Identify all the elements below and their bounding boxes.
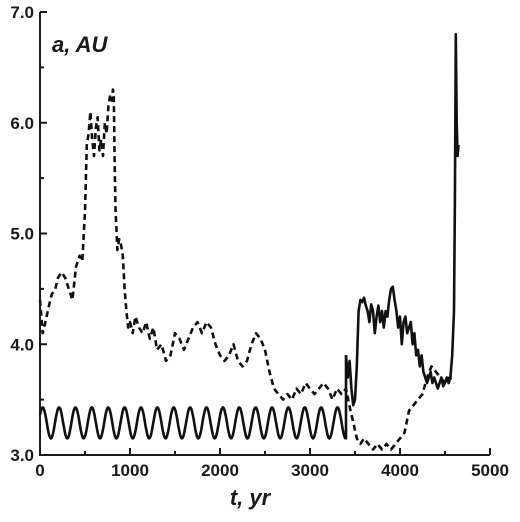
x-axis-title: t, yr bbox=[230, 485, 272, 510]
x-tick-labels: 0 1000 2000 3000 4000 5000 bbox=[35, 461, 509, 480]
y-tick-label: 4.0 bbox=[10, 335, 34, 354]
x-tick-label: 4000 bbox=[381, 461, 419, 480]
x-tick-label: 1000 bbox=[111, 461, 149, 480]
y-tick-label: 3.0 bbox=[10, 446, 34, 465]
plot-area bbox=[38, 32, 460, 451]
series-solid-line bbox=[344, 32, 460, 407]
series-dashed-line bbox=[38, 88, 456, 451]
x-tick-label: 3000 bbox=[291, 461, 329, 480]
axes bbox=[39, 11, 491, 456]
x-tick-label: 5000 bbox=[471, 461, 509, 480]
y-tick-label: 7.0 bbox=[10, 3, 34, 22]
series-solid-oscillation-line bbox=[38, 355, 348, 440]
y-tick-label: 5.0 bbox=[10, 225, 34, 244]
x-tick-label: 0 bbox=[35, 461, 44, 480]
axis-lines bbox=[39, 12, 490, 456]
y-axis-title: a, AU bbox=[52, 32, 109, 57]
y-tick-labels: 3.0 4.0 5.0 6.0 7.0 bbox=[10, 3, 34, 465]
y-tick-label: 6.0 bbox=[10, 114, 34, 133]
x-tick-label: 2000 bbox=[201, 461, 239, 480]
